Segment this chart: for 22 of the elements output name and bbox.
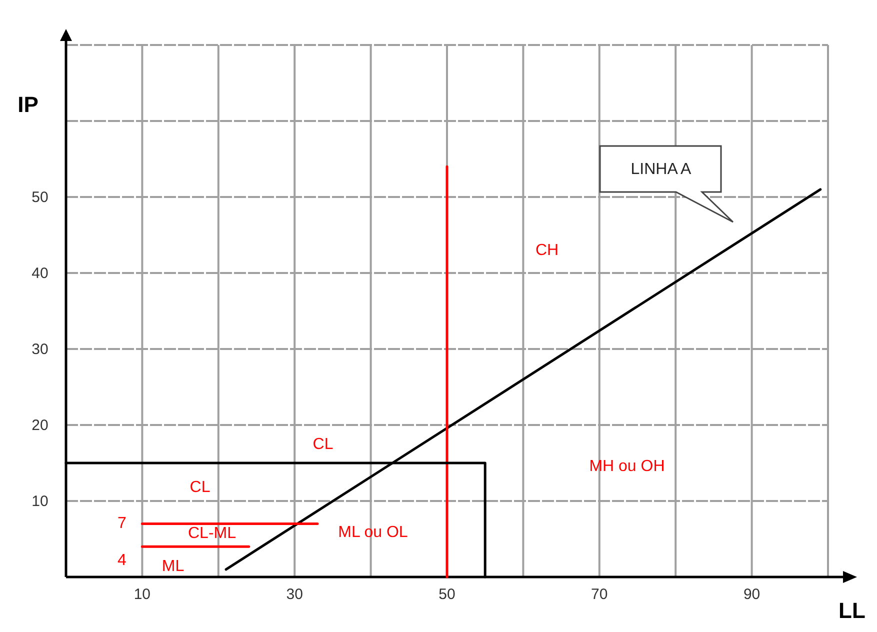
x-tick-label: 70 xyxy=(591,586,608,603)
y-tick-label: 20 xyxy=(32,417,48,434)
y-tick-label: 50 xyxy=(32,189,48,206)
x-tick-label: 10 xyxy=(134,586,151,603)
y-tick-label: 30 xyxy=(32,341,48,358)
annotation: 7 xyxy=(118,515,127,532)
y-axis-title: IP xyxy=(18,92,38,117)
annotation: ML xyxy=(162,558,184,576)
annotation: MH ou OH xyxy=(589,458,665,476)
annotation: CH xyxy=(535,242,559,260)
x-tick-label: 90 xyxy=(743,586,760,603)
annotation: LINHA A xyxy=(630,161,692,178)
annotation: CL xyxy=(190,479,210,496)
annotation: CL xyxy=(312,436,334,454)
y-tick-label: 40 xyxy=(32,265,48,282)
annotation: ML ou OL xyxy=(338,524,408,542)
y-tick-label: 10 xyxy=(32,493,48,510)
annotation: 4 xyxy=(118,552,127,570)
x-tick-label: 30 xyxy=(286,586,303,603)
x-tick-label: 50 xyxy=(438,586,456,603)
x-axis-title: LL xyxy=(838,598,866,623)
annotation: CL-ML xyxy=(188,525,236,542)
